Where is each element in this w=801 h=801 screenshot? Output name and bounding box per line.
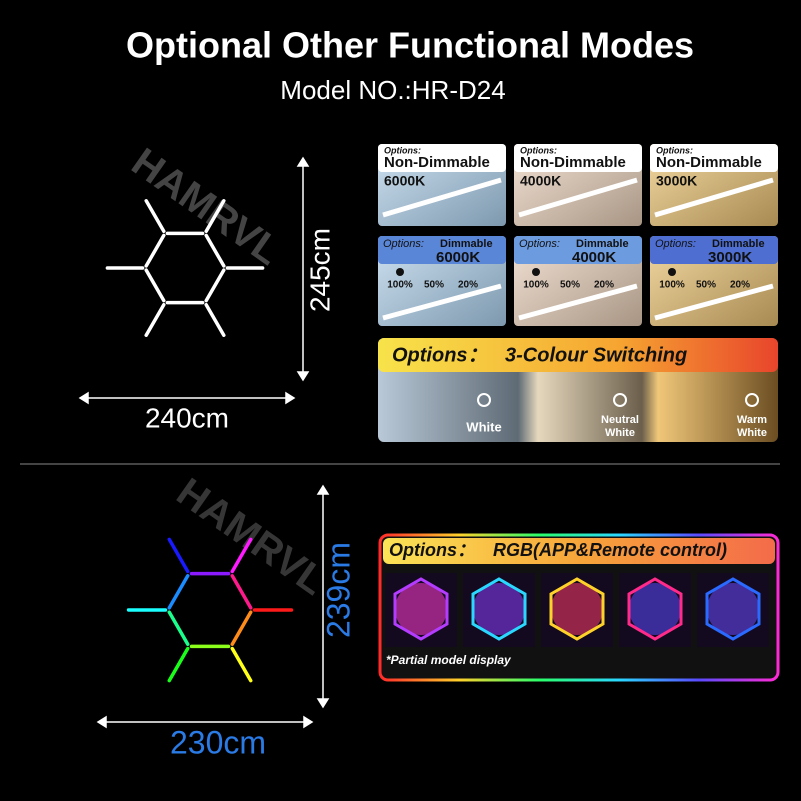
led-bar <box>204 199 226 234</box>
led-bar <box>230 574 253 610</box>
glow <box>473 583 525 635</box>
dim-level: 100% <box>387 280 413 291</box>
option-label: Options: <box>655 238 696 250</box>
sun-icon <box>532 268 540 276</box>
dim-level: 50% <box>424 280 444 291</box>
led-bar <box>167 574 190 610</box>
hex-outline <box>627 577 683 641</box>
option-title: 3-Colour Switching <box>505 344 687 366</box>
dim-level: 50% <box>560 280 580 291</box>
dim-level: 100% <box>659 280 685 291</box>
hex-layout-white <box>105 199 265 337</box>
dim-level: 20% <box>730 280 750 291</box>
option-label: Options： <box>392 344 488 366</box>
dimension-lines <box>78 156 330 729</box>
card-header <box>514 144 642 172</box>
height-label: 245cm <box>304 228 335 312</box>
glow <box>629 583 681 635</box>
option-mode: Dimmable <box>712 238 765 250</box>
glow <box>551 583 603 635</box>
width-label: 230cm <box>170 724 266 760</box>
mode-label: Neutral White <box>601 414 639 439</box>
height-label: 239cm <box>320 542 356 638</box>
sun-icon <box>396 268 404 276</box>
led-bar <box>144 233 166 268</box>
glow <box>707 583 759 635</box>
width-label: 240cm <box>145 402 229 433</box>
led-bar <box>382 283 502 321</box>
color-temp: 3000K <box>656 173 697 189</box>
hex-layout-rgb <box>126 537 294 683</box>
watermark: HAMRVL <box>169 470 334 604</box>
card-header <box>650 144 778 172</box>
card-header <box>378 144 506 172</box>
glow <box>395 583 447 635</box>
dim-level: 20% <box>458 280 478 291</box>
hex-outline <box>549 577 605 641</box>
switch-banner <box>378 338 778 372</box>
sun-icon <box>613 393 627 407</box>
rgb-banner <box>383 538 775 564</box>
led-bar <box>230 537 253 574</box>
sun-icon <box>745 393 759 407</box>
option-label: Options: <box>520 145 557 155</box>
led-bar <box>654 177 774 218</box>
led-bar <box>144 268 166 303</box>
led-bar <box>382 177 502 218</box>
option-label: Options: <box>656 145 693 155</box>
dim-level: 50% <box>696 280 716 291</box>
title: Optional Other Functional Modes <box>126 25 694 66</box>
hex-outline <box>471 577 527 641</box>
led-bar <box>518 283 638 321</box>
option-mode: Dimmable <box>576 238 629 250</box>
option-label: Options: <box>519 238 560 250</box>
note: *Partial model display <box>386 653 512 667</box>
switch-modes: White Neutral White Warm White <box>466 393 767 439</box>
led-bar <box>167 646 190 683</box>
card-header <box>650 236 778 264</box>
sun-icon <box>477 393 491 407</box>
mode-label: White <box>466 419 501 434</box>
led-bar <box>144 199 166 234</box>
option-label: Options: <box>384 145 421 155</box>
led-bar <box>167 610 190 646</box>
card-header <box>514 236 642 264</box>
led-bar <box>654 283 774 321</box>
hex-outline <box>393 577 449 641</box>
hex-outline <box>705 577 761 641</box>
option-mode: Non-Dimmable <box>656 154 762 171</box>
led-bar <box>167 537 190 574</box>
option-mode: Dimmable <box>440 238 493 250</box>
subtitle: Model NO.:HR-D24 <box>280 75 505 105</box>
dim-level: 20% <box>594 280 614 291</box>
card-header <box>378 236 506 264</box>
led-bar <box>204 302 226 337</box>
color-temp: 4000K <box>572 249 616 266</box>
option-label: Options: <box>383 238 424 250</box>
option-cards: Options:Non-Dimmable6000KOptions:Non-Dim… <box>378 144 778 326</box>
led-bar <box>204 233 226 268</box>
dim-level: 100% <box>523 280 549 291</box>
led-bar <box>144 302 166 337</box>
color-temp: 4000K <box>520 173 561 189</box>
option-mode: Non-Dimmable <box>384 154 490 171</box>
color-temp: 6000K <box>384 173 425 189</box>
option-mode: Non-Dimmable <box>520 154 626 171</box>
option-title: RGB(APP&Remote control) <box>493 540 727 560</box>
sun-icon <box>668 268 676 276</box>
led-bar <box>230 646 253 683</box>
option-label: Options： <box>389 540 475 560</box>
color-temp: 3000K <box>708 249 752 266</box>
led-bar <box>204 268 226 303</box>
color-temp: 6000K <box>436 249 480 266</box>
led-bar <box>518 177 638 218</box>
mode-label: Warm White <box>737 414 767 439</box>
rgb-thumbnails <box>385 573 769 647</box>
led-bar <box>230 610 253 646</box>
